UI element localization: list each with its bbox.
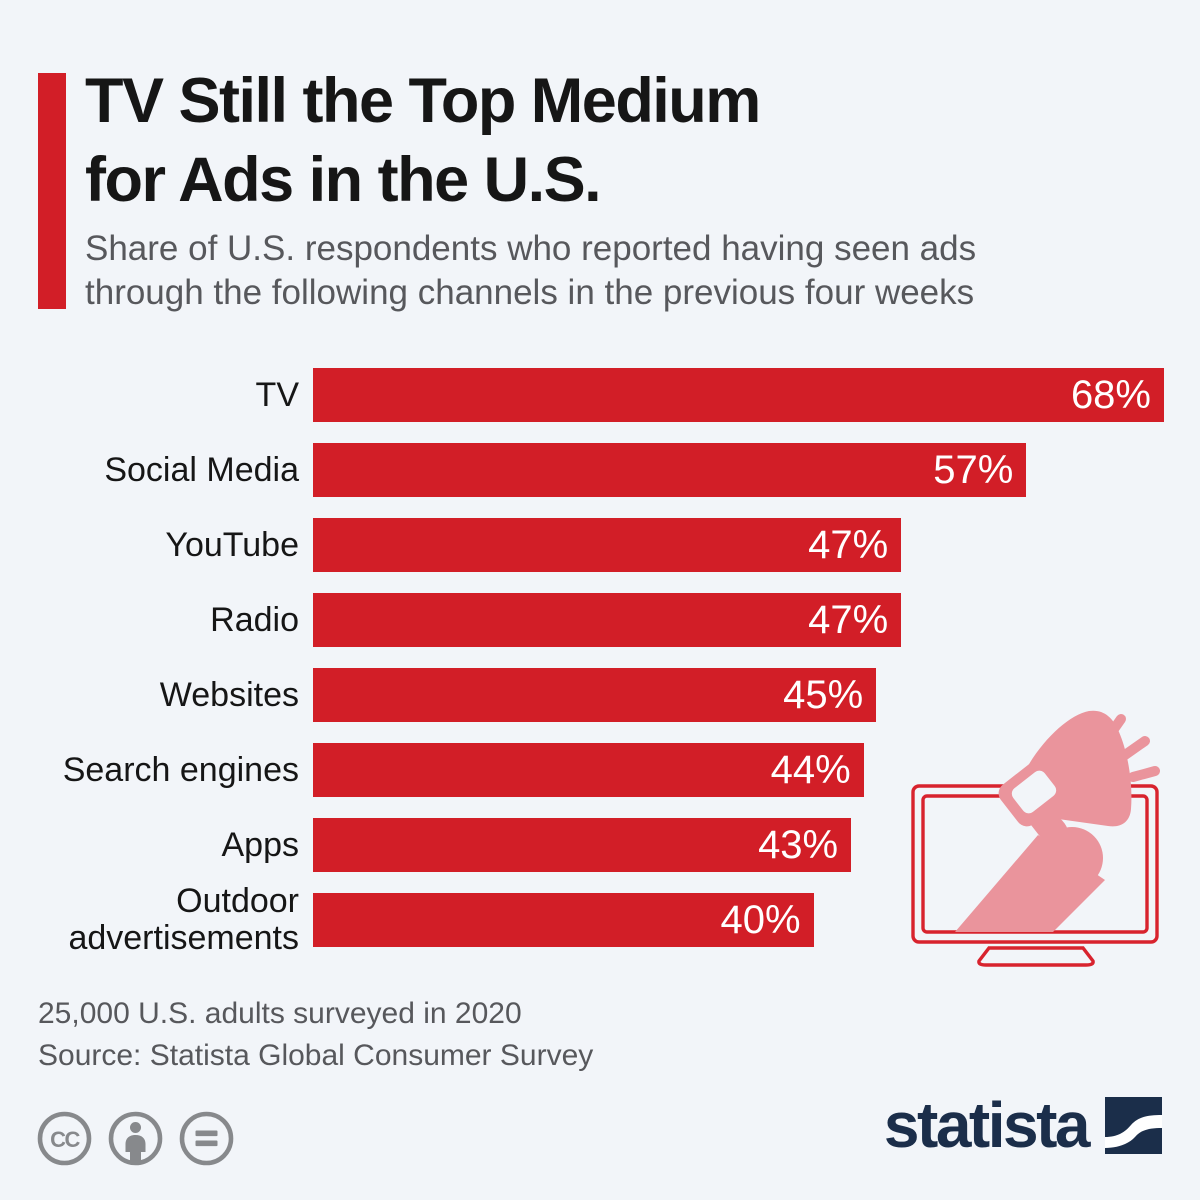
license-icons: CC	[36, 1110, 235, 1167]
statista-mark-icon	[1105, 1097, 1162, 1154]
bar-row: Outdoor advertisements 40%	[0, 883, 1200, 957]
survey-note: 25,000 U.S. adults surveyed in 2020	[38, 997, 522, 1030]
bar-track: 40%	[313, 893, 1164, 947]
bar-track: 57%	[313, 443, 1164, 497]
bar: 44%	[313, 743, 864, 797]
category-label: TV	[255, 375, 299, 414]
bar-value-label: 47%	[808, 523, 889, 567]
bar: 45%	[313, 668, 877, 722]
bar-track: 44%	[313, 743, 1164, 797]
category-label: Radio	[210, 600, 299, 639]
attribution-person-icon[interactable]	[107, 1110, 164, 1167]
megaphone-grip-hole	[1011, 770, 1057, 814]
bar-value-label: 40%	[720, 898, 801, 942]
bar-row: Social Media 57%	[0, 443, 1200, 497]
bar-track: 45%	[313, 668, 1164, 722]
bar: 57%	[313, 443, 1027, 497]
title-accent-bar	[38, 73, 66, 309]
bar-track: 47%	[313, 518, 1164, 572]
category-label: Outdoor advertisements	[68, 882, 299, 957]
footer-notes: 25,000 U.S. adults surveyed in 2020 Sour…	[38, 993, 593, 1077]
bar-value-label: 43%	[758, 823, 839, 867]
bar-value-label: 44%	[770, 748, 851, 792]
subtitle-line-2: through the following channels in the pr…	[85, 273, 975, 312]
bar-value-label: 45%	[783, 673, 864, 717]
bar-row: YouTube 47%	[0, 518, 1200, 572]
sound-line-1	[1102, 714, 1126, 744]
statista-logo[interactable]: statista	[883, 1089, 1162, 1161]
equals-icon[interactable]	[178, 1110, 235, 1167]
bar-track: 68%	[313, 368, 1164, 422]
bar-row: Search engines 44%	[0, 743, 1200, 797]
category-label: Websites	[159, 675, 299, 714]
cc-glyph: CC	[50, 1127, 80, 1152]
bar-row: Radio 47%	[0, 593, 1200, 647]
bar: 47%	[313, 593, 902, 647]
bar-track: 47%	[313, 593, 1164, 647]
bar: 68%	[313, 368, 1164, 422]
bar-chart: TV 68% Social Media 57% YouTube 47% Radio 47% We…	[0, 368, 1200, 968]
bar-value-label: 47%	[808, 598, 889, 642]
sound-line-2	[1120, 736, 1150, 760]
bar: 40%	[313, 893, 814, 947]
bar-row: Websites 45%	[0, 668, 1200, 722]
category-label: Search engines	[62, 750, 299, 789]
bar: 47%	[313, 518, 902, 572]
bar: 43%	[313, 818, 852, 872]
sound-line-3	[1128, 766, 1160, 782]
chart-subtitle: Share of U.S. respondents who reported h…	[85, 227, 976, 315]
category-label: Apps	[221, 825, 300, 864]
tv-megaphone-illustration	[911, 710, 1160, 967]
source-note: Source: Statista Global Consumer Survey	[38, 1039, 594, 1072]
bar-row: Apps 43%	[0, 818, 1200, 872]
tv-stand	[977, 946, 1095, 967]
bar-value-label: 68%	[1070, 373, 1151, 417]
bar-track: 43%	[313, 818, 1164, 872]
bar-value-label: 57%	[933, 448, 1014, 492]
fist	[1041, 827, 1103, 889]
statista-wordmark: statista	[883, 1089, 1091, 1161]
page-title: TV Still the Top Medium for Ads in the U…	[85, 62, 761, 220]
subtitle-line-1: Share of U.S. respondents who reported h…	[85, 229, 977, 268]
category-label: Social Media	[104, 450, 299, 489]
creative-commons-icon[interactable]: CC	[36, 1110, 93, 1167]
title-line-1: TV Still the Top Medium	[85, 66, 761, 136]
category-label: YouTube	[165, 525, 299, 564]
title-line-2: for Ads in the U.S.	[85, 145, 602, 215]
bar-row: TV 68%	[0, 368, 1200, 422]
